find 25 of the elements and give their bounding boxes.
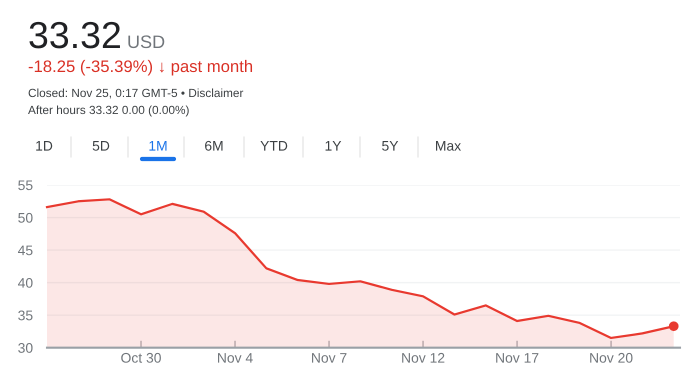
text: 1D: [36, 141, 52, 151]
y-tick-label: 50: [18, 212, 33, 223]
x-tick-label: Nov 17: [496, 353, 538, 363]
y-tick-label: 45: [18, 246, 33, 256]
chart-title: 33.32: [29, 22, 120, 48]
text: 1M: [149, 141, 167, 151]
y-tick-label: 40: [18, 278, 33, 288]
text: 6M: [205, 140, 223, 151]
text: YTD: [260, 141, 288, 151]
y-tick-label: 30: [18, 343, 33, 353]
text: Max: [436, 141, 461, 151]
x-tick-label: Nov 12: [402, 352, 444, 363]
text: 5D: [92, 141, 110, 151]
x-tick-label: Oct 30: [121, 352, 161, 363]
text: 5Y: [382, 141, 398, 151]
x-tick-label: Nov 20: [590, 352, 633, 363]
text: USD: [128, 35, 164, 48]
y-tick-label: 35: [18, 310, 33, 320]
x-tick-label: Nov 7: [312, 353, 346, 363]
text: -18.25 (-35.39%) ↓ past month: [28, 60, 252, 76]
text: 1Y: [326, 141, 342, 151]
y-tick-label: 55: [18, 180, 33, 190]
x-tick-label: Nov 4: [218, 353, 253, 363]
text: Closed: Nov 25, 0:17 GMT-5 • Disclaimer: [28, 88, 244, 99]
text: After hours 33.32 0.00 (0.00%): [28, 105, 189, 116]
